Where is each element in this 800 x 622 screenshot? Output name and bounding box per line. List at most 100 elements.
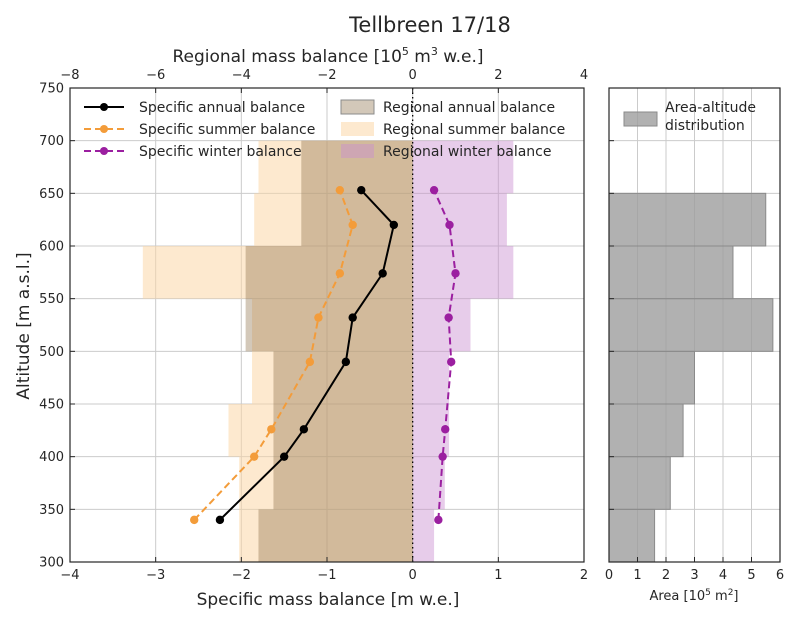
regional-annual-bar — [245, 298, 413, 352]
regional-summer-bar — [142, 246, 413, 299]
regional-summer-bar — [239, 456, 413, 510]
series-point-2 — [348, 220, 357, 230]
series-point-2 — [305, 357, 315, 367]
regional-annual-bar — [301, 140, 413, 194]
y-tick-label: 600 — [39, 240, 64, 255]
series-point-3 — [445, 220, 454, 230]
series-point-1 — [279, 452, 289, 461]
y-tick-label: 550 — [39, 292, 64, 307]
regional-annual-bar — [273, 404, 413, 457]
regional-winter-bar — [412, 193, 507, 246]
series-point-3 — [434, 515, 443, 525]
chart-title: Tellbreen 17/18 — [348, 13, 511, 37]
series-line-1 — [219, 189, 395, 521]
series-point-1 — [215, 515, 225, 525]
x-tick-label-bottom: −2 — [232, 568, 251, 583]
series-point-1 — [357, 185, 366, 195]
x-tick-label-bottom: 2 — [580, 568, 588, 583]
series-point-2 — [190, 515, 199, 525]
y-tick-label: 500 — [39, 345, 64, 360]
regional-winter-bar — [412, 298, 471, 352]
area-bar — [608, 456, 671, 510]
regional-annual-bar — [273, 456, 413, 510]
area-bar — [608, 508, 656, 563]
x-tick-label-top: −6 — [146, 68, 165, 83]
x-tick-label-top: 0 — [409, 68, 417, 83]
regional-winter-bar — [412, 246, 514, 299]
series-point-3 — [444, 313, 453, 322]
area-x-tick-label: 1 — [633, 568, 641, 583]
area-x-tick-label: 3 — [690, 568, 698, 583]
area-axis-label: Area [105 m2] — [649, 588, 738, 604]
y-tick-label: 300 — [39, 556, 64, 571]
x-tick-label-top: −2 — [317, 68, 336, 83]
legend-label: Regional summer balance — [383, 122, 565, 138]
series-point-2 — [267, 425, 276, 434]
regional-summer-bar — [254, 193, 413, 246]
area-bar — [608, 403, 684, 458]
area-x-tick-label: 5 — [747, 568, 755, 583]
legend-label: Regional winter balance — [383, 144, 552, 160]
x-tick-label-bottom: 1 — [494, 568, 502, 583]
x-tick-label-bottom: −1 — [317, 568, 336, 583]
regional-summer-bar — [258, 140, 413, 194]
regional-summer-bar — [252, 351, 413, 404]
legend-marker — [100, 147, 108, 155]
area-plot-area: 0 1 2 3 4 5 6 Area-altitude distribution — [605, 87, 784, 583]
area-x-tick-label: 2 — [662, 568, 670, 583]
bottom-axis-label: Specific mass balance [m w.e.] — [197, 590, 460, 610]
area-legend-label: distribution — [665, 118, 745, 134]
series-point-1 — [341, 357, 351, 367]
regional-winter-bar — [412, 509, 435, 562]
legend-patch — [341, 144, 374, 158]
area-bar — [608, 245, 734, 300]
legend-label: Specific annual balance — [139, 100, 305, 116]
y-tick-label: 750 — [39, 82, 64, 97]
series-point-3 — [451, 269, 460, 278]
area-bar — [608, 192, 767, 247]
legend-marker — [100, 103, 108, 111]
series-point-1 — [348, 313, 357, 322]
x-tick-label-bottom: −4 — [60, 568, 79, 583]
legend-label: Specific winter balance — [139, 144, 302, 160]
area-bar — [608, 350, 695, 405]
legend-patch — [341, 122, 374, 136]
series-point-2 — [335, 269, 345, 278]
series-point-2 — [314, 313, 323, 322]
x-tick-label-top: 2 — [494, 68, 502, 83]
regional-annual-bar — [258, 509, 413, 562]
series-line-3 — [433, 189, 457, 520]
top-axis-label: Regional mass balance [105 m3 w.e.] — [172, 45, 483, 67]
regional-winter-bar — [412, 140, 514, 194]
series-point-1 — [299, 425, 309, 434]
area-bar — [608, 298, 774, 352]
series-point-1 — [378, 269, 387, 278]
x-tick-label-top: 4 — [580, 68, 588, 83]
x-tick-label-bottom: −3 — [146, 568, 165, 583]
series-point-3 — [441, 425, 450, 434]
area-x-tick-label: 6 — [776, 568, 784, 583]
legend-patch — [340, 99, 375, 115]
series-point-3 — [429, 185, 439, 195]
series-point-3 — [447, 357, 456, 367]
area-x-tick-label: 4 — [719, 568, 727, 583]
legend-label: Regional annual balance — [383, 100, 555, 116]
y-tick-label: 650 — [39, 187, 64, 202]
series-point-2 — [249, 452, 259, 461]
series-point-3 — [438, 452, 447, 461]
regional-winter-bar — [412, 351, 450, 404]
regional-summer-bar — [252, 298, 413, 352]
y-tick-label: 350 — [39, 503, 64, 518]
area-x-tick-label: 0 — [605, 568, 613, 583]
regional-summer-bar — [228, 404, 413, 457]
series-point-1 — [389, 220, 399, 230]
x-tick-label-top: −8 — [60, 68, 79, 83]
main-plot-area: −4 −3 −2 −1 0 1 2 −8 −6 −4 −2 0 2 4 300 350 400 450 500 550… — [39, 68, 588, 583]
regional-winter-bar — [412, 456, 445, 510]
y-axis-label: Altitude [m a.s.l.] — [14, 252, 34, 399]
regional-summer-bar — [239, 509, 413, 562]
series-line-2 — [193, 189, 354, 521]
legend-marker — [100, 125, 108, 133]
x-tick-label-top: −4 — [232, 68, 251, 83]
